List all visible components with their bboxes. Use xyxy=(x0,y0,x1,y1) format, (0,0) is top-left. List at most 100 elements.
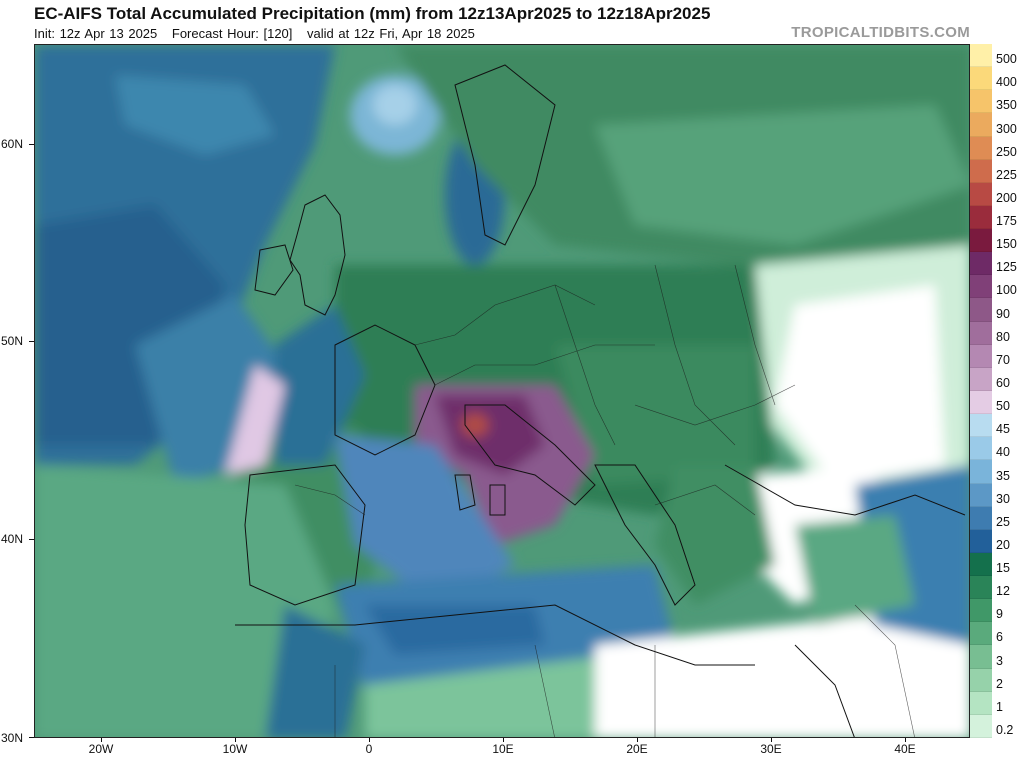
lon-label-20e: 20E xyxy=(626,742,648,756)
colorbar-label: 250 xyxy=(996,144,1017,159)
lon-tick xyxy=(503,738,504,742)
precip-field xyxy=(35,45,969,737)
colorbar-swatch xyxy=(970,460,992,484)
lat-tick xyxy=(29,341,34,342)
lat-label-40n: 40N xyxy=(1,532,24,546)
valid-time: valid at 12z Fri, Apr 18 2025 xyxy=(307,26,475,41)
colorbar-label: 225 xyxy=(996,167,1017,182)
colorbar-swatch xyxy=(970,275,992,299)
lat-tick xyxy=(29,539,34,540)
colorbar-label: 125 xyxy=(996,260,1017,275)
lat-label-30n: 30N xyxy=(1,731,24,745)
colorbar-level: 250 xyxy=(970,136,1024,160)
colorbar-level: 45 xyxy=(970,414,1024,438)
lat-label-50n: 50N xyxy=(1,334,24,348)
colorbar-label: 35 xyxy=(996,468,1010,483)
colorbar-swatch xyxy=(970,44,992,68)
colorbar-swatch xyxy=(970,483,992,507)
colorbar-swatch xyxy=(970,599,992,623)
colorbar-swatch xyxy=(970,229,992,253)
colorbar-swatch xyxy=(970,252,992,276)
colorbar-legend: 500 400 350 300 250 225 200 175 150 125 100 90 80 70 6… xyxy=(970,44,1024,738)
colorbar-label: 6 xyxy=(996,630,1003,645)
run-info: Init: 12z Apr 13 2025 Forecast Hour: [12… xyxy=(34,26,485,41)
colorbar-label: 400 xyxy=(996,75,1017,90)
map-canvas xyxy=(35,45,969,737)
lon-tick xyxy=(637,738,638,742)
colorbar-level: 15 xyxy=(970,552,1024,577)
colorbar-label: 500 xyxy=(996,52,1017,67)
colorbar-level: 300 xyxy=(970,113,1024,137)
precipitation-map[interactable] xyxy=(34,44,970,738)
colorbar-swatch xyxy=(970,113,992,137)
colorbar-swatch xyxy=(970,576,992,600)
colorbar-level: 40 xyxy=(970,437,1024,461)
lat-tick xyxy=(29,144,34,145)
colorbar-label: 2 xyxy=(996,676,1003,691)
lon-label-10e: 10E xyxy=(492,742,514,756)
colorbar-label: 25 xyxy=(996,514,1010,529)
forecast-hour: Forecast Hour: [120] xyxy=(171,26,293,41)
lon-label-10w: 10W xyxy=(222,742,248,756)
colorbar-swatch xyxy=(970,691,992,715)
watermark: TROPICALTIDBITS.COM xyxy=(791,24,970,41)
colorbar-level: 0.2 xyxy=(970,714,1024,738)
colorbar-label: 50 xyxy=(996,399,1010,414)
colorbar-level: 90 xyxy=(970,298,1024,322)
colorbar-label: 9 xyxy=(996,607,1003,622)
colorbar-swatch xyxy=(970,136,992,160)
chart-title: EC-AIFS Total Accumulated Precipitation … xyxy=(34,4,711,23)
colorbar-level: 12 xyxy=(970,576,1024,600)
colorbar-level: 6 xyxy=(970,622,1024,646)
colorbar-swatch xyxy=(970,645,992,669)
lon-tick xyxy=(905,738,906,742)
colorbar-swatch xyxy=(970,321,992,345)
header: EC-AIFS Total Accumulated Precipitation … xyxy=(0,0,1024,44)
colorbar-label: 200 xyxy=(996,190,1017,205)
lon-label-40e: 40E xyxy=(894,742,916,756)
colorbar-level: 225 xyxy=(970,159,1024,183)
colorbar-swatch xyxy=(970,182,992,206)
colorbar-swatch xyxy=(970,714,992,738)
colorbar-level: 3 xyxy=(970,645,1024,669)
colorbar-level: 80 xyxy=(970,321,1024,345)
colorbar-level: 150 xyxy=(970,229,1024,253)
colorbar-level: 1 xyxy=(970,691,1024,715)
colorbar-swatch xyxy=(970,552,992,577)
lon-label-20w: 20W xyxy=(88,742,114,756)
colorbar-level: 100 xyxy=(970,275,1024,299)
colorbar-swatch xyxy=(970,668,992,692)
colorbar-level: 9 xyxy=(970,599,1024,623)
colorbar-label: 175 xyxy=(996,214,1017,229)
colorbar-level: 350 xyxy=(970,90,1024,114)
colorbar-label: 15 xyxy=(996,561,1010,576)
colorbar-label: 45 xyxy=(996,422,1010,437)
colorbar-level: 125 xyxy=(970,252,1024,276)
colorbar-swatch xyxy=(970,437,992,461)
colorbar-label: 150 xyxy=(996,237,1017,252)
colorbar-label: 90 xyxy=(996,306,1010,321)
colorbar-swatch xyxy=(970,622,992,646)
colorbar-swatch xyxy=(970,414,992,438)
colorbar-swatch xyxy=(970,205,992,230)
colorbar-label: 80 xyxy=(996,329,1010,344)
colorbar-label: 0.2 xyxy=(996,722,1014,737)
colorbar-label: 30 xyxy=(996,491,1010,506)
colorbar-level: 175 xyxy=(970,205,1024,230)
colorbar-level: 25 xyxy=(970,506,1024,530)
colorbar-label: 40 xyxy=(996,445,1010,460)
colorbar-swatch xyxy=(970,529,992,553)
colorbar-label: 1 xyxy=(996,699,1003,714)
colorbar-swatch xyxy=(970,391,992,415)
colorbar-label: 20 xyxy=(996,537,1010,552)
lat-label-60n: 60N xyxy=(1,137,24,151)
colorbar-level: 30 xyxy=(970,483,1024,507)
colorbar-label: 3 xyxy=(996,653,1003,668)
colorbar-label: 350 xyxy=(996,98,1017,113)
colorbar-level: 70 xyxy=(970,344,1024,368)
colorbar-swatch xyxy=(970,90,992,114)
colorbar-swatch xyxy=(970,159,992,183)
colorbar-level: 35 xyxy=(970,460,1024,484)
lon-tick xyxy=(771,738,772,742)
lon-tick xyxy=(369,738,370,742)
